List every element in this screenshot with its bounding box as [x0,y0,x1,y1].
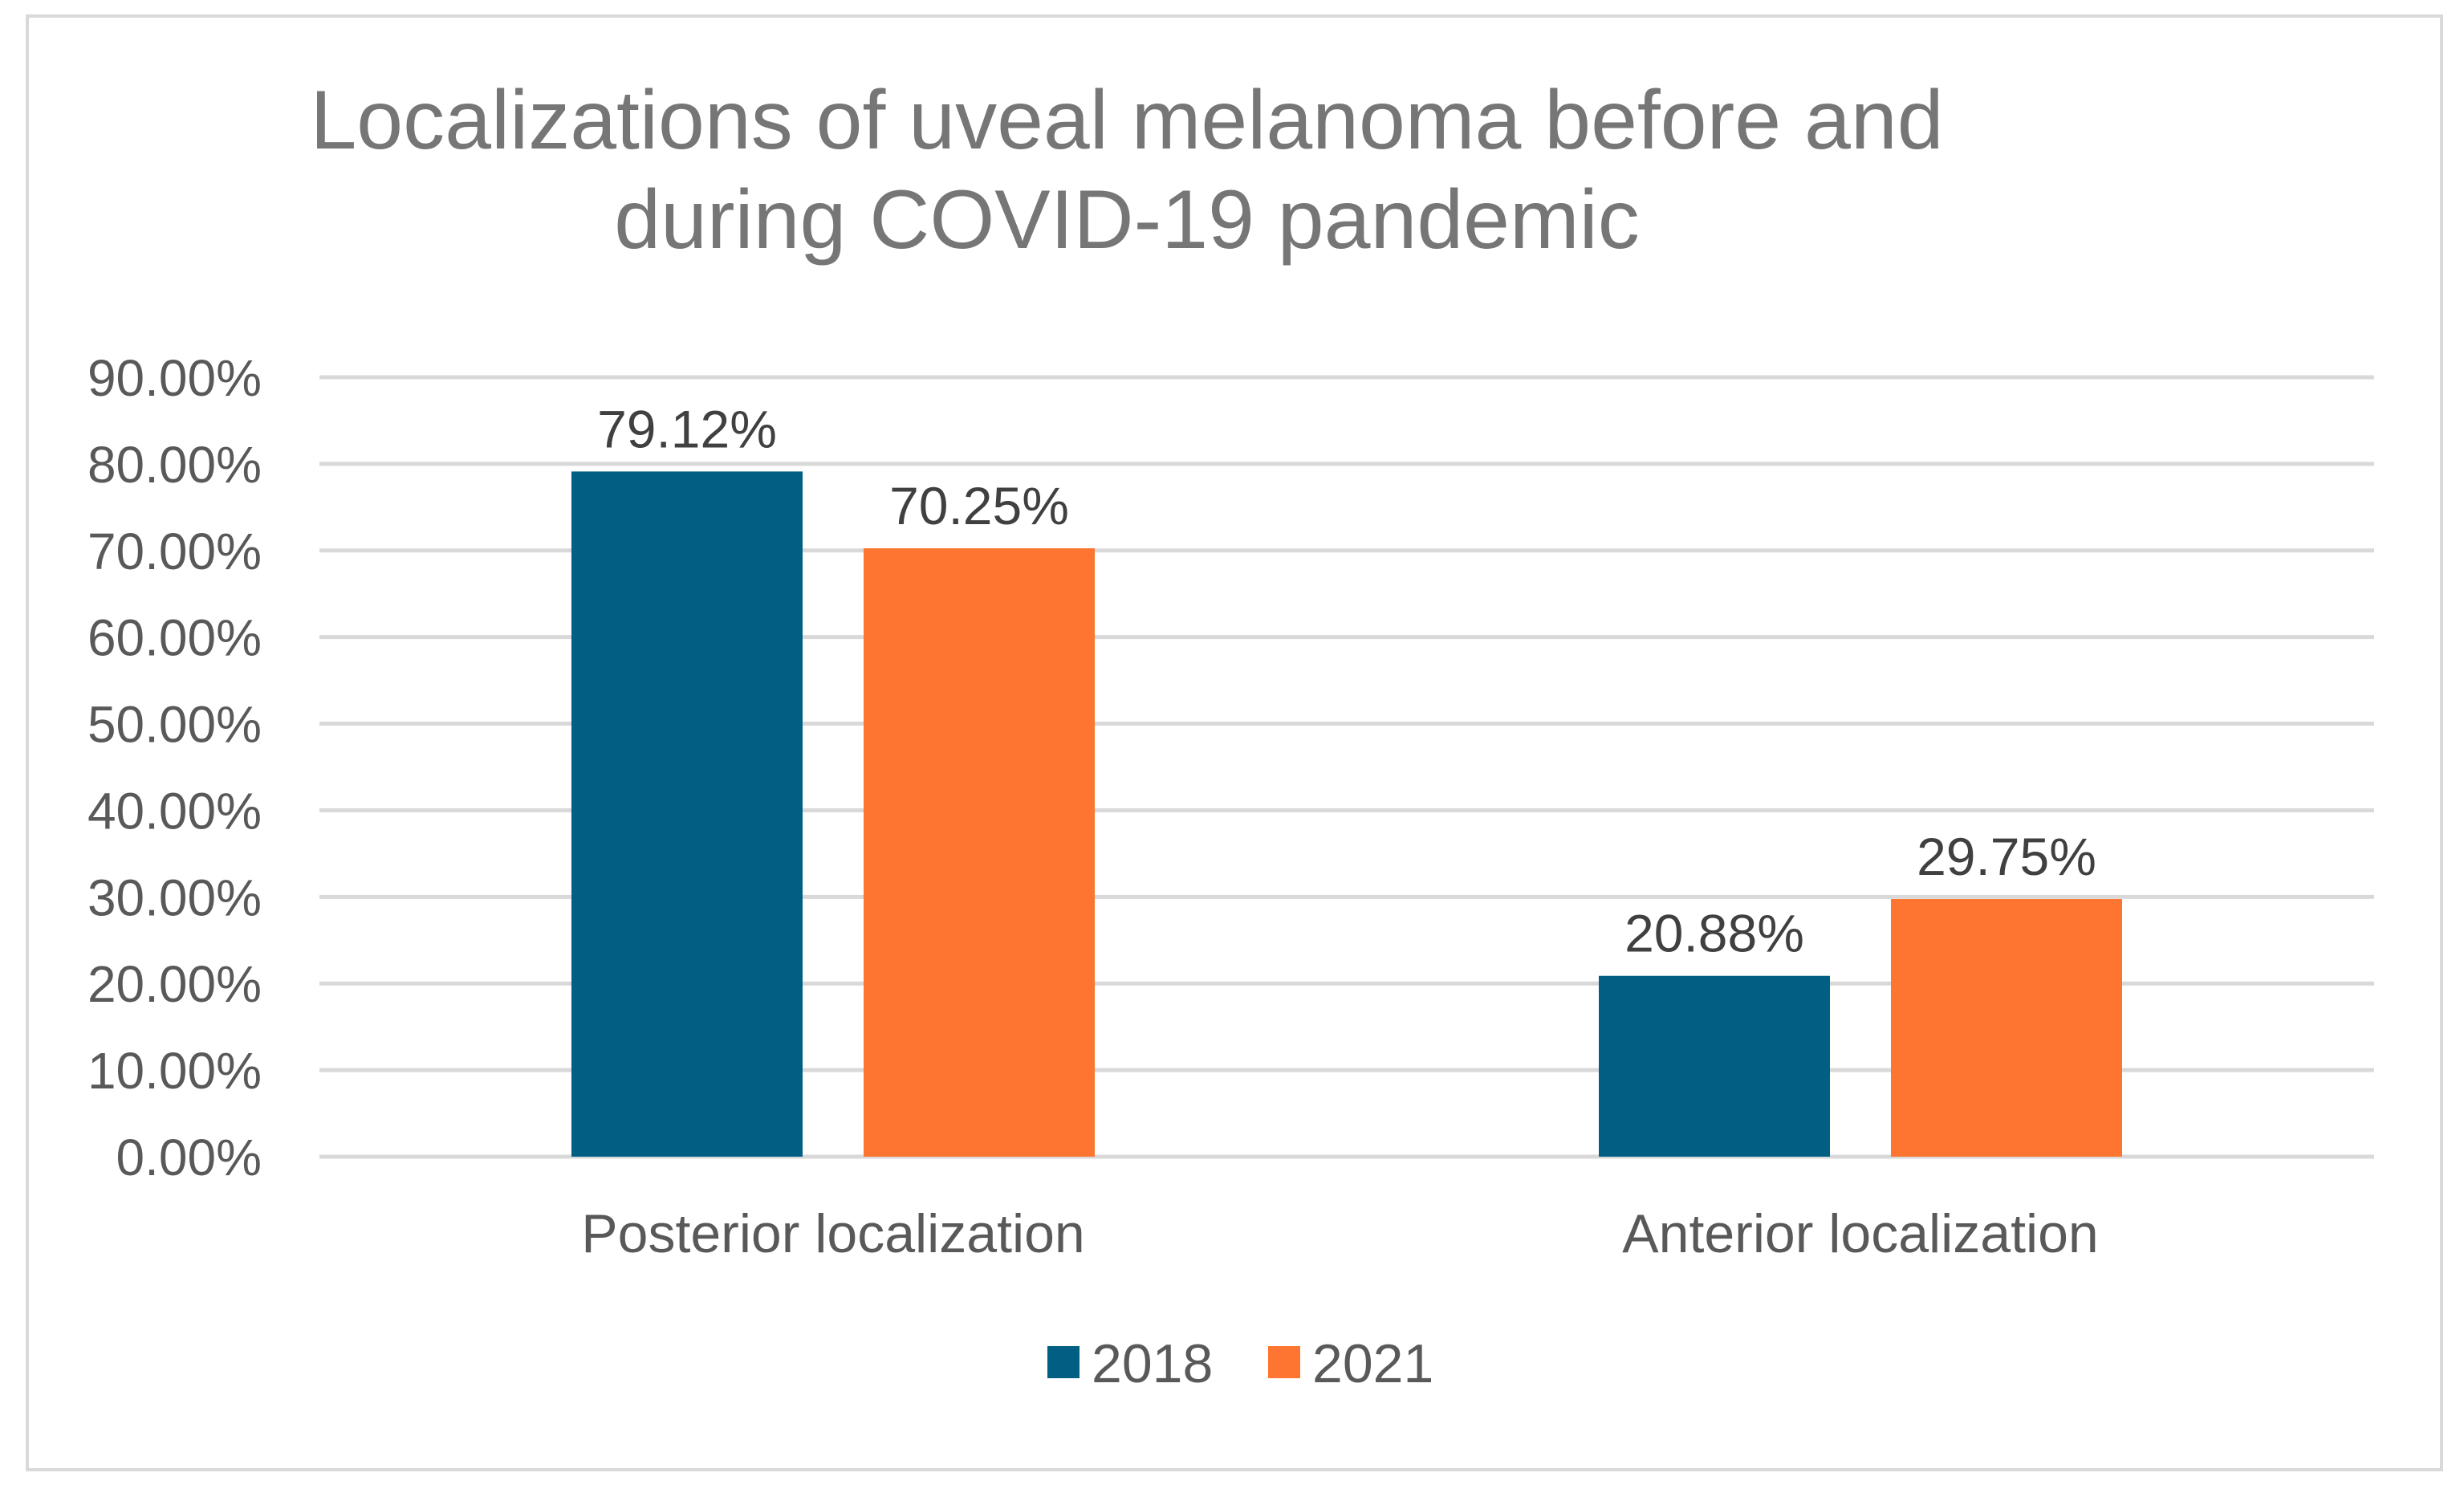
y-tick-label-7: 70.00% [87,523,262,580]
legend-swatch-2021 [1268,1346,1300,1378]
y-tick-label-3: 30.00% [87,869,262,926]
bar-2018-0 [571,471,803,1157]
data-labels: 79.12% 70.25% 20.88% 29.75% [597,399,2096,962]
chart-title-line-1: Localizations of uveal melanoma before a… [310,74,1944,167]
y-tick-label-4: 40.00% [87,782,262,840]
y-tick-label-9: 90.00% [87,349,262,407]
bar-2018-1 [1599,975,1830,1157]
category-label-0: Posterior localization [581,1203,1084,1264]
y-tick-label-2: 20.00% [87,955,262,1013]
data-label-2021-1: 29.75% [1917,827,2096,886]
y-tick-label-1: 10.00% [87,1042,262,1100]
y-tick-label-6: 60.00% [87,609,262,667]
chart-frame [26,14,2443,1471]
y-axis-tick-labels: 0.00% 10.00% 20.00% 30.00% 40.00% 50.00% 60.00… [87,349,262,1186]
chart-title-line-2: during COVID-19 pandemic [614,173,1640,266]
category-label-1: Anterior localization [1622,1203,2098,1264]
data-label-2018-1: 20.88% [1624,904,1804,963]
bars [571,471,2122,1157]
bar-2021-1 [1891,899,2122,1157]
y-tick-label-8: 80.00% [87,436,262,494]
bar-2021-0 [864,548,1095,1157]
legend-label-2018: 2018 [1092,1333,1213,1394]
data-label-2021-0: 70.25% [889,476,1069,535]
x-axis-category-labels: Posterior localization Anterior localizat… [581,1203,2098,1264]
y-tick-label-5: 50.00% [87,696,262,754]
legend-label-2021: 2021 [1312,1333,1433,1394]
legend: 2018 2021 [1047,1333,1433,1394]
data-label-2018-0: 79.12% [597,399,777,458]
y-tick-label-0: 0.00% [116,1129,262,1186]
legend-swatch-2018 [1047,1346,1080,1378]
chart-title: Localizations of uveal melanoma before a… [26,71,2228,270]
